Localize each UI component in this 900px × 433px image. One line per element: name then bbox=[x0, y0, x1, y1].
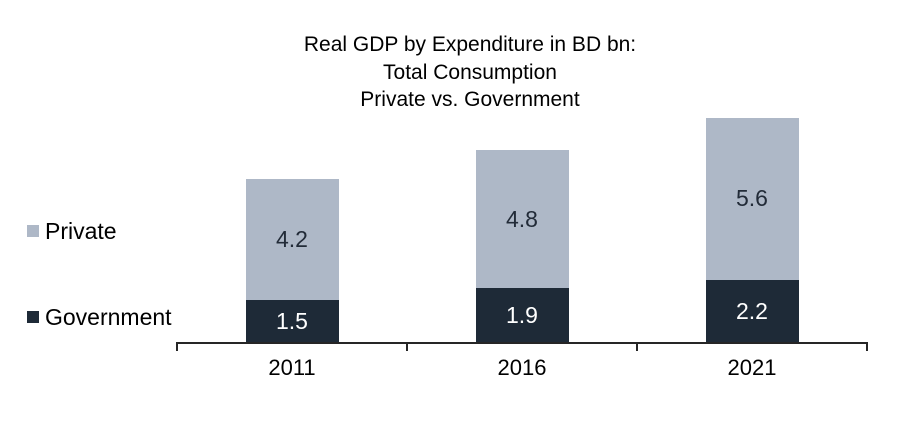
legend-swatch-private bbox=[27, 225, 39, 237]
bar-segment-government-2016 bbox=[475, 288, 569, 343]
x-axis-tick-2 bbox=[636, 342, 638, 351]
chart-title: Real GDP by Expenditure in BD bn: Total … bbox=[5, 31, 900, 114]
bar-value-label-private-2021: 5.6 bbox=[736, 185, 768, 212]
bar-segment-government-2011 bbox=[245, 299, 339, 343]
x-axis-label-2011: 2011 bbox=[268, 355, 316, 380]
chart-title-line-1: Real GDP by Expenditure in BD bn: bbox=[303, 33, 637, 56]
chart-title-line-3: Private vs. Government bbox=[360, 88, 580, 111]
x-axis-tick-0 bbox=[176, 342, 178, 351]
bar-segment-government-2021 bbox=[705, 279, 799, 343]
legend-label-government: Government bbox=[45, 303, 172, 330]
legend-label-private: Private bbox=[45, 217, 117, 244]
x-axis-tick-1 bbox=[406, 342, 408, 351]
x-axis-line bbox=[177, 342, 867, 344]
legend-swatch-government bbox=[27, 311, 39, 323]
legend-item-government: Government bbox=[27, 304, 172, 330]
bar-value-label-private-2011: 4.2 bbox=[276, 225, 308, 252]
legend-item-private: Private bbox=[27, 218, 117, 244]
bar-segment-private-2016 bbox=[475, 150, 569, 289]
bar-segment-private-2021 bbox=[705, 118, 799, 280]
x-axis-label-2016: 2016 bbox=[497, 355, 547, 380]
bar-value-label-government-2011: 1.5 bbox=[276, 307, 308, 334]
bar-value-label-government-2021: 2.2 bbox=[736, 297, 768, 324]
x-axis-label-2021: 2021 bbox=[727, 355, 777, 380]
chart-title-line-2: Total Consumption bbox=[383, 60, 557, 84]
bar-value-label-government-2016: 1.9 bbox=[506, 302, 538, 329]
bar-segment-private-2011 bbox=[245, 178, 339, 300]
x-axis-tick-3 bbox=[866, 342, 868, 351]
bar-value-label-private-2016: 4.8 bbox=[506, 205, 538, 232]
